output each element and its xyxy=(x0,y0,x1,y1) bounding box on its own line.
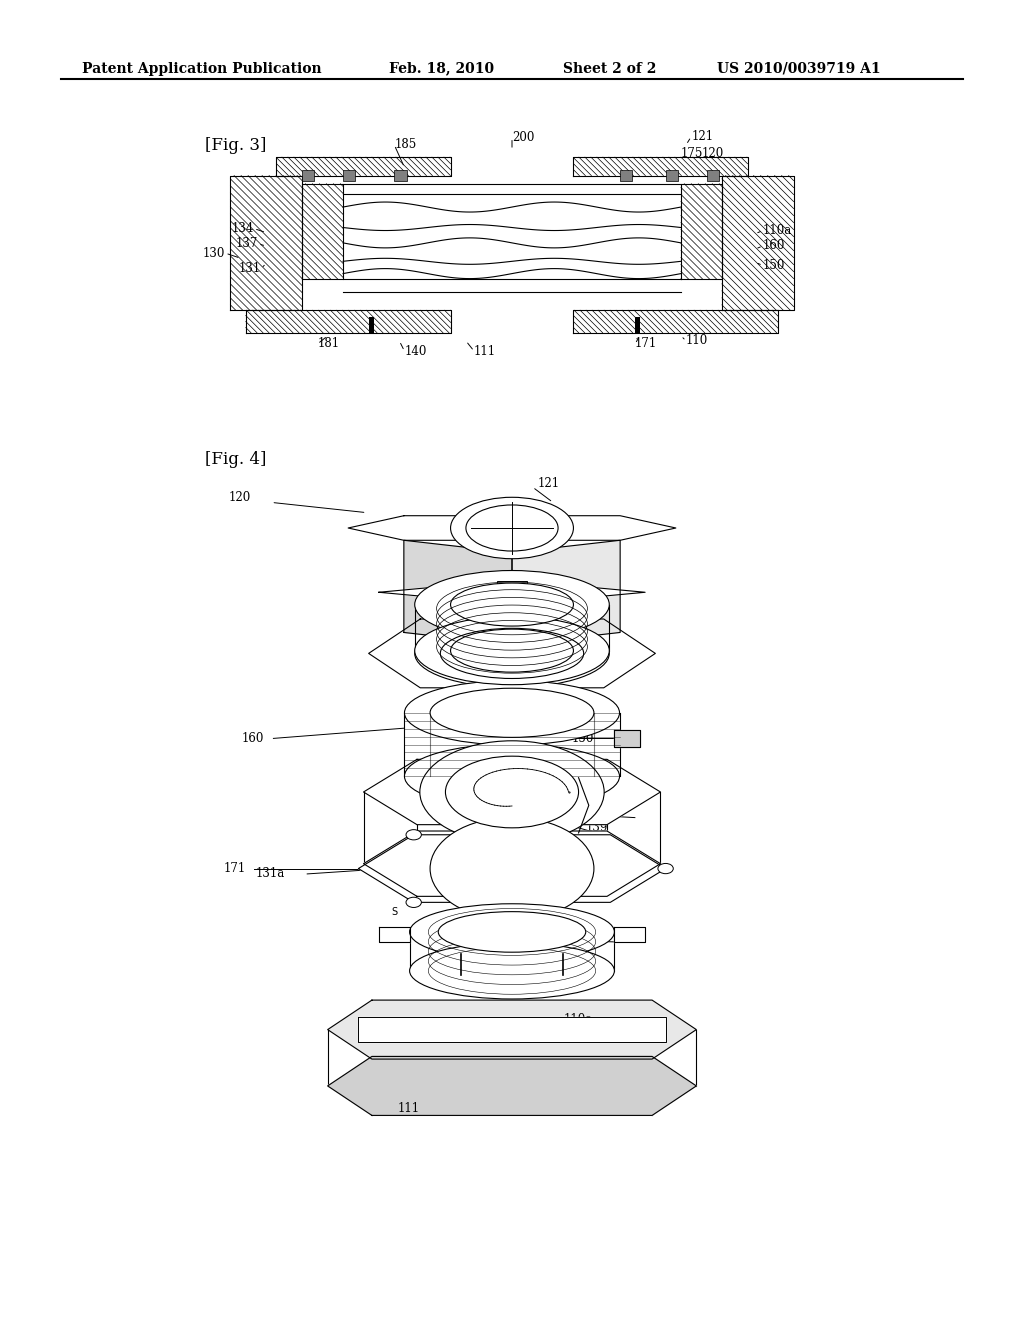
Ellipse shape xyxy=(410,942,614,999)
Polygon shape xyxy=(573,157,748,176)
Polygon shape xyxy=(379,579,645,605)
Text: 140: 140 xyxy=(568,579,591,593)
Text: [Fig. 3]: [Fig. 3] xyxy=(205,137,266,153)
Ellipse shape xyxy=(415,570,609,639)
Text: 110a: 110a xyxy=(563,1012,593,1026)
Text: 171: 171 xyxy=(635,338,657,351)
Polygon shape xyxy=(379,927,410,942)
Text: 111: 111 xyxy=(397,1102,420,1115)
Ellipse shape xyxy=(451,583,573,626)
Text: 130: 130 xyxy=(604,797,627,810)
Text: 131: 131 xyxy=(239,261,261,275)
Text: [Fig. 4]: [Fig. 4] xyxy=(205,451,266,467)
Ellipse shape xyxy=(430,688,594,738)
Polygon shape xyxy=(681,183,722,280)
Text: 175: 175 xyxy=(571,642,594,655)
Text: 160: 160 xyxy=(763,239,785,252)
Polygon shape xyxy=(403,540,512,644)
Text: Feb. 18, 2010: Feb. 18, 2010 xyxy=(389,62,495,75)
Polygon shape xyxy=(246,310,451,333)
Bar xyxy=(394,170,407,181)
Text: S: S xyxy=(391,907,397,916)
Text: 139: 139 xyxy=(586,821,608,834)
Ellipse shape xyxy=(451,498,573,558)
Text: 185: 185 xyxy=(568,591,591,605)
Ellipse shape xyxy=(658,863,674,874)
Text: Sheet 2 of 2: Sheet 2 of 2 xyxy=(563,62,656,75)
Text: 110a: 110a xyxy=(763,224,793,238)
Bar xyxy=(635,317,640,333)
Text: 131a: 131a xyxy=(256,867,286,880)
Text: 200: 200 xyxy=(512,131,535,144)
Text: 181: 181 xyxy=(317,338,340,351)
Ellipse shape xyxy=(440,628,584,678)
Bar xyxy=(707,170,719,181)
Text: 131: 131 xyxy=(586,788,608,801)
Ellipse shape xyxy=(415,616,609,685)
Polygon shape xyxy=(369,619,655,688)
Text: 134: 134 xyxy=(231,222,254,235)
Bar xyxy=(369,317,374,333)
Text: 111: 111 xyxy=(474,345,497,358)
Ellipse shape xyxy=(420,741,604,843)
Text: 130: 130 xyxy=(203,247,225,260)
Polygon shape xyxy=(358,1018,666,1041)
Bar xyxy=(343,170,355,181)
Polygon shape xyxy=(364,832,660,896)
Ellipse shape xyxy=(406,898,422,907)
Text: 120: 120 xyxy=(228,491,251,504)
Text: US 2010/0039719 A1: US 2010/0039719 A1 xyxy=(717,62,881,75)
Text: 160: 160 xyxy=(242,731,264,744)
Polygon shape xyxy=(364,759,660,825)
Text: 110: 110 xyxy=(563,1028,586,1041)
Ellipse shape xyxy=(410,904,614,960)
Bar xyxy=(497,581,527,610)
Polygon shape xyxy=(614,730,640,747)
Polygon shape xyxy=(358,834,666,903)
Polygon shape xyxy=(230,176,302,310)
Text: 121: 121 xyxy=(691,131,714,143)
Text: 121: 121 xyxy=(538,478,560,491)
Text: Patent Application Publication: Patent Application Publication xyxy=(82,62,322,75)
Text: 137: 137 xyxy=(236,238,258,251)
Text: 110: 110 xyxy=(686,334,709,347)
Ellipse shape xyxy=(415,619,609,688)
Polygon shape xyxy=(614,927,645,942)
Text: 120: 120 xyxy=(701,147,724,160)
Polygon shape xyxy=(573,310,778,333)
Polygon shape xyxy=(512,540,621,644)
Polygon shape xyxy=(328,1001,696,1059)
Ellipse shape xyxy=(404,744,620,809)
Polygon shape xyxy=(722,176,794,310)
Text: 150: 150 xyxy=(571,731,594,744)
Ellipse shape xyxy=(404,681,620,744)
Text: 181: 181 xyxy=(558,933,581,946)
Text: 150: 150 xyxy=(763,259,785,272)
Ellipse shape xyxy=(438,912,586,952)
Bar xyxy=(666,170,678,181)
Text: 171: 171 xyxy=(223,862,246,875)
Text: 140: 140 xyxy=(500,917,522,931)
Ellipse shape xyxy=(451,630,573,672)
Polygon shape xyxy=(348,516,676,540)
Bar xyxy=(302,170,314,181)
Ellipse shape xyxy=(406,830,422,840)
Text: 175: 175 xyxy=(681,147,703,160)
Bar xyxy=(620,170,632,181)
Polygon shape xyxy=(302,183,343,280)
Polygon shape xyxy=(328,1056,696,1115)
Ellipse shape xyxy=(430,817,594,920)
Polygon shape xyxy=(276,157,451,176)
Text: 137: 137 xyxy=(586,808,608,821)
Ellipse shape xyxy=(445,756,579,828)
Text: 140: 140 xyxy=(404,345,427,358)
Text: 185: 185 xyxy=(394,139,417,152)
Text: 134: 134 xyxy=(586,775,608,788)
